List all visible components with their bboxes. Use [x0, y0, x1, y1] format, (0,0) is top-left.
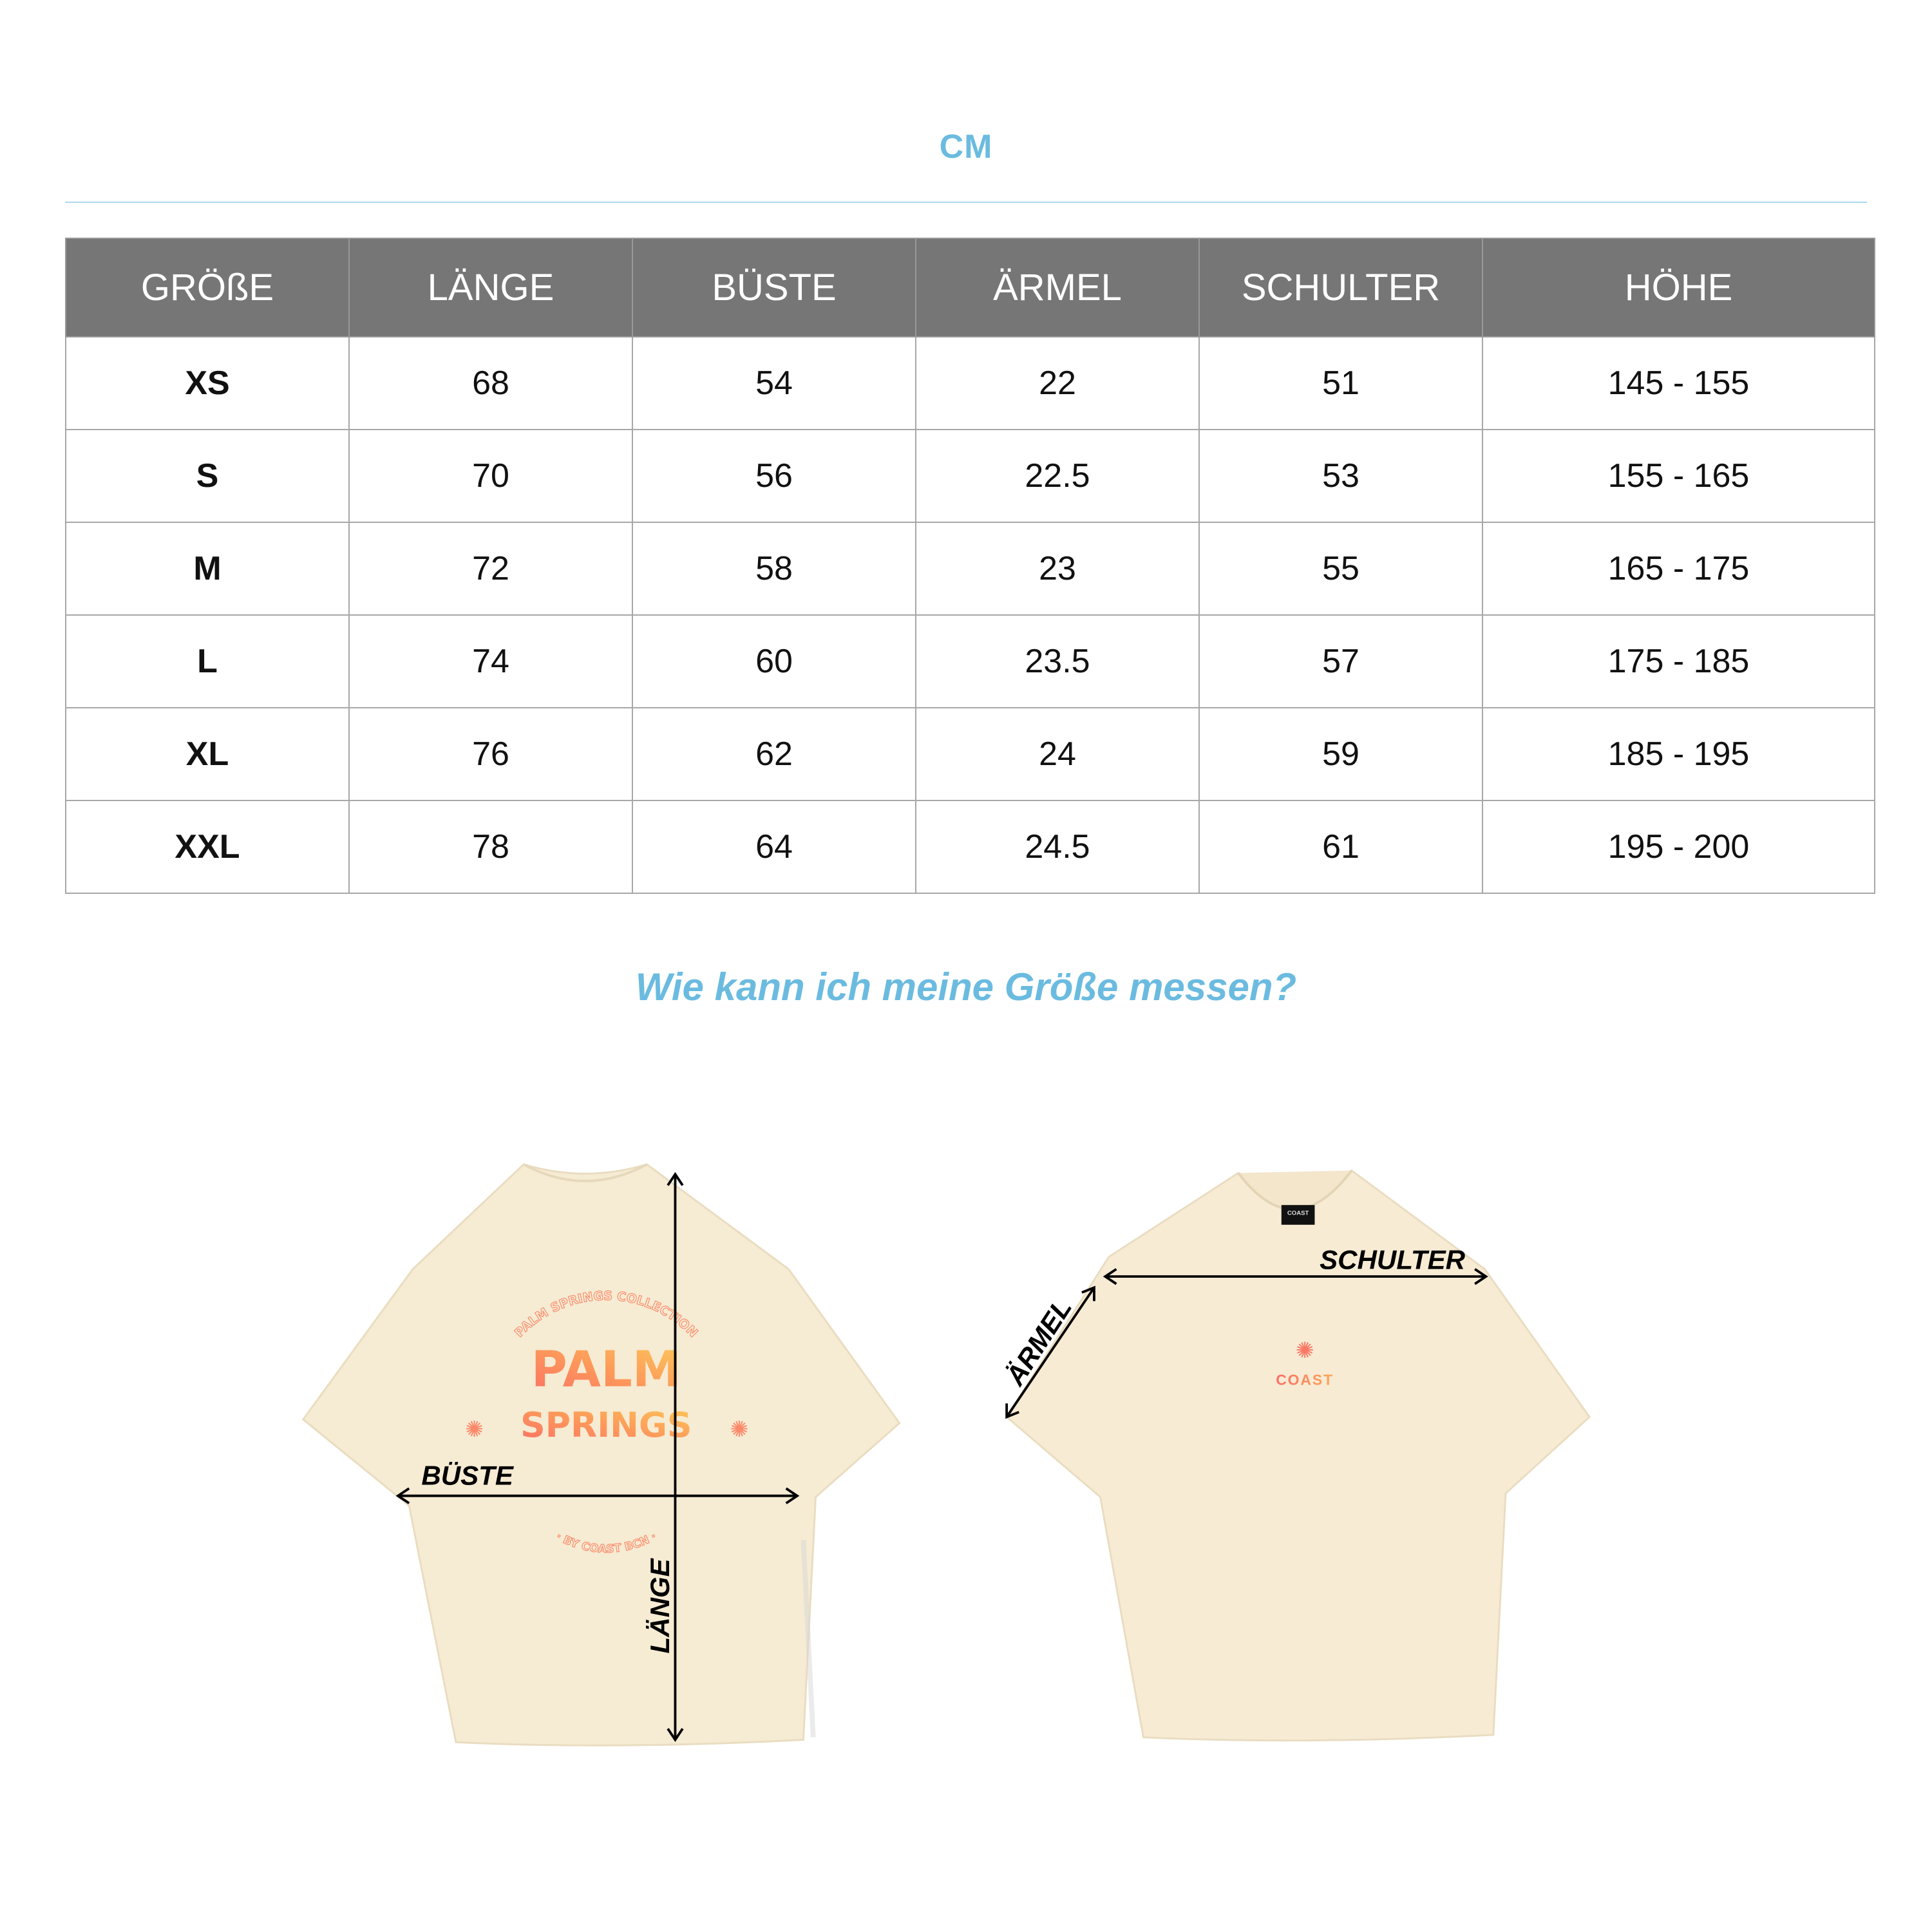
column-header: LÄNGE [348, 238, 633, 337]
value-cell: 24.5 [915, 800, 1200, 894]
bust-label: BÜSTE [421, 1460, 515, 1490]
table-row: XS 68 54 22 51 145 - 155 [65, 336, 1875, 430]
unit-label: CM [939, 128, 993, 166]
value-cell: 51 [1198, 336, 1483, 430]
size-cell: M [65, 522, 350, 616]
value-cell: 68 [348, 336, 633, 430]
table-header-row: GRÖßE LÄNGE BÜSTE ÄRMEL SCHULTER HÖHE [65, 238, 1875, 337]
value-cell: 70 [348, 429, 633, 523]
table-row: XL 76 62 24 59 185 - 195 [65, 707, 1875, 801]
value-cell: 54 [632, 336, 916, 430]
size-cell: XS [65, 336, 350, 430]
neck-label [1281, 1205, 1315, 1225]
value-cell: 76 [348, 707, 633, 801]
value-cell: 74 [348, 614, 633, 708]
size-cell: XL [65, 707, 350, 801]
value-cell: 58 [632, 522, 916, 616]
print-main-top: PALM [531, 1341, 681, 1398]
neck-label-text: COAST [1287, 1209, 1309, 1217]
value-cell: 185 - 195 [1482, 707, 1875, 801]
column-header: BÜSTE [632, 238, 916, 337]
length-arrow [667, 1171, 684, 1742]
shoulder-arrow [1103, 1268, 1488, 1285]
value-cell: 62 [632, 707, 916, 801]
value-cell: 61 [1198, 800, 1483, 894]
table-row: L 74 60 23.5 57 175 - 185 [65, 614, 1875, 708]
front-tshirt: COAST ✺ COAST [1005, 1169, 1591, 1742]
value-cell: 22 [915, 336, 1200, 430]
table-row: S 70 56 22.5 53 155 - 165 [65, 429, 1875, 523]
column-header: SCHULTER [1198, 238, 1483, 337]
value-cell: 55 [1198, 522, 1483, 616]
size-cell: L [65, 614, 350, 708]
value-cell: 78 [348, 800, 633, 894]
value-cell: 57 [1198, 614, 1483, 708]
value-cell: 165 - 175 [1482, 522, 1875, 616]
value-cell: 145 - 155 [1482, 336, 1875, 430]
print-main-bottom: SPRINGS [520, 1405, 692, 1445]
coast-logo: COAST [1276, 1372, 1334, 1388]
value-cell: 155 - 165 [1482, 429, 1875, 523]
value-cell: 22.5 [915, 429, 1200, 523]
column-header: GRÖßE [65, 238, 350, 337]
palm-icon: ✺ [465, 1417, 484, 1442]
value-cell: 56 [632, 429, 916, 523]
measure-heading: Wie kann ich meine Größe messen? [635, 965, 1297, 1009]
value-cell: 23 [915, 522, 1200, 616]
value-cell: 195 - 200 [1482, 800, 1875, 894]
length-label: LÄNGE [645, 1557, 675, 1653]
size-table: GRÖßE LÄNGE BÜSTE ÄRMEL SCHULTER HÖHE XS 68 54 2… [65, 238, 1875, 894]
shoulder-label: SCHULTER [1320, 1245, 1466, 1275]
value-cell: 23.5 [915, 614, 1200, 708]
value-cell: 60 [632, 614, 916, 708]
value-cell: 59 [1198, 707, 1483, 801]
value-cell: 72 [348, 522, 633, 616]
value-cell: 24 [915, 707, 1200, 801]
size-cell: XXL [65, 800, 350, 894]
palm-icon: ✺ [730, 1417, 749, 1442]
palm-icon: ✺ [1296, 1338, 1314, 1363]
table-row: XXL 78 64 24.5 61 195 - 200 [65, 800, 1875, 894]
table-row: M 72 58 23 55 165 - 175 [65, 522, 1875, 616]
value-cell: 53 [1198, 429, 1483, 523]
size-cell: S [65, 429, 350, 523]
column-header: HÖHE [1482, 238, 1875, 337]
value-cell: 64 [632, 800, 916, 894]
bust-arrow [395, 1487, 800, 1504]
divider [65, 202, 1867, 203]
back-tshirt: PALM SPRINGS COLLECTION · BY COAST BCN ·… [301, 1163, 901, 1747]
sleeve-arrow [1005, 1285, 1095, 1419]
column-header: ÄRMEL [915, 238, 1200, 337]
value-cell: 175 - 185 [1482, 614, 1875, 708]
